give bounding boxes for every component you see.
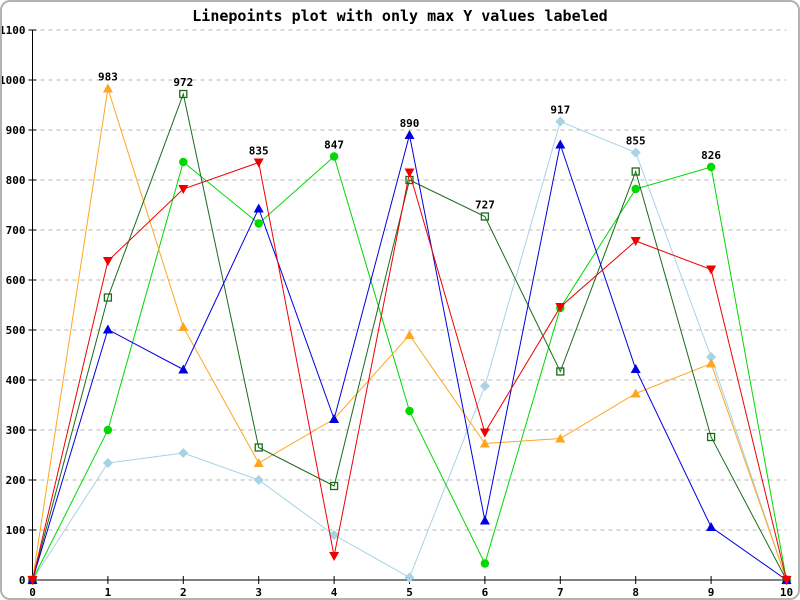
- marker-light-blue: [178, 448, 189, 458]
- x-tick-label: 4: [331, 586, 338, 599]
- max-value-label: 727: [475, 199, 495, 212]
- x-tick-label: 2: [180, 586, 187, 599]
- marker-green: [631, 184, 640, 194]
- marker-green: [103, 425, 113, 435]
- series-line-light-blue: [32, 120, 787, 581]
- marker-blue: [630, 364, 641, 373]
- y-tick-label: 800: [6, 174, 26, 187]
- marker-light-blue: [404, 572, 415, 583]
- y-tick-label: 100: [6, 524, 26, 537]
- x-tick-label: 0: [29, 586, 36, 599]
- y-tick-label: 200: [6, 474, 26, 487]
- marker-orange: [706, 358, 717, 368]
- marker-light-blue: [329, 530, 340, 540]
- y-tick-label: 1100: [2, 24, 26, 37]
- x-tick-label: 8: [632, 586, 639, 599]
- marker-red: [27, 576, 38, 585]
- marker-red: [178, 185, 189, 194]
- x-tick-label: 1: [105, 586, 112, 599]
- series-line-red: [32, 161, 787, 581]
- marker-orange: [479, 438, 490, 448]
- max-value-label: 972: [173, 76, 193, 89]
- max-value-label: 917: [550, 104, 570, 117]
- marker-blue: [329, 414, 340, 423]
- marker-orange: [253, 458, 264, 467]
- marker-green: [254, 219, 263, 228]
- marker-orange: [178, 322, 189, 331]
- marker-light-blue: [706, 352, 717, 362]
- marker-blue: [706, 522, 717, 531]
- max-value-label: 847: [324, 139, 344, 152]
- marker-dark-green: [556, 367, 565, 376]
- x-tick-label: 7: [557, 586, 564, 599]
- y-tick-label: 300: [6, 424, 26, 437]
- max-value-label: 855: [626, 135, 646, 148]
- marker-blue: [479, 515, 490, 525]
- marker-red: [404, 168, 415, 178]
- series-line-green: [32, 155, 787, 581]
- marker-blue: [102, 324, 113, 334]
- marker-green: [706, 162, 716, 172]
- marker-orange: [555, 433, 566, 443]
- marker-red: [555, 303, 566, 312]
- marker-red: [706, 265, 717, 275]
- marker-blue: [404, 130, 415, 139]
- max-value-label: 826: [701, 149, 721, 162]
- y-tick-label: 0: [19, 574, 26, 587]
- marker-blue: [178, 364, 189, 374]
- x-tick-label: 9: [708, 586, 715, 599]
- marker-dark-green: [254, 443, 263, 452]
- marker-dark-green: [329, 481, 339, 491]
- marker-green: [405, 406, 414, 416]
- marker-dark-green: [179, 89, 188, 99]
- y-tick-label: 900: [6, 124, 26, 137]
- marker-light-blue: [555, 116, 566, 127]
- marker-dark-green: [480, 212, 490, 221]
- max-value-label: 835: [249, 145, 269, 158]
- marker-blue: [253, 203, 264, 213]
- marker-dark-green: [631, 167, 640, 176]
- marker-red: [630, 237, 641, 246]
- marker-dark-green: [103, 293, 113, 302]
- x-tick-label: 10: [780, 586, 793, 599]
- y-tick-label: 700: [6, 224, 26, 237]
- marker-light-blue: [253, 475, 264, 485]
- series-line-dark-green: [32, 92, 787, 581]
- x-tick-label: 6: [482, 586, 489, 599]
- chart-title: Linepoints plot with only max Y values l…: [192, 7, 608, 25]
- marker-light-blue: [630, 147, 641, 158]
- series-line-blue: [32, 134, 787, 581]
- marker-red: [329, 552, 340, 561]
- marker-light-blue: [102, 458, 113, 468]
- marker-red: [253, 158, 264, 168]
- x-tick-label: 5: [406, 586, 413, 599]
- marker-red: [781, 576, 792, 585]
- marker-green: [179, 157, 188, 167]
- marker-red: [479, 428, 490, 438]
- y-tick-label: 400: [6, 374, 26, 387]
- marker-green: [329, 152, 339, 161]
- marker-orange: [102, 83, 113, 93]
- max-value-label: 983: [98, 71, 118, 84]
- marker-dark-green: [706, 432, 716, 442]
- x-tick-label: 3: [255, 586, 262, 599]
- marker-blue: [555, 139, 566, 149]
- marker-orange: [630, 388, 641, 398]
- y-tick-label: 600: [6, 274, 26, 287]
- max-value-label: 890: [400, 117, 420, 130]
- y-tick-label: 500: [6, 324, 26, 337]
- marker-light-blue: [479, 381, 490, 391]
- marker-orange: [404, 330, 415, 339]
- marker-red: [102, 257, 113, 266]
- marker-green: [480, 559, 490, 568]
